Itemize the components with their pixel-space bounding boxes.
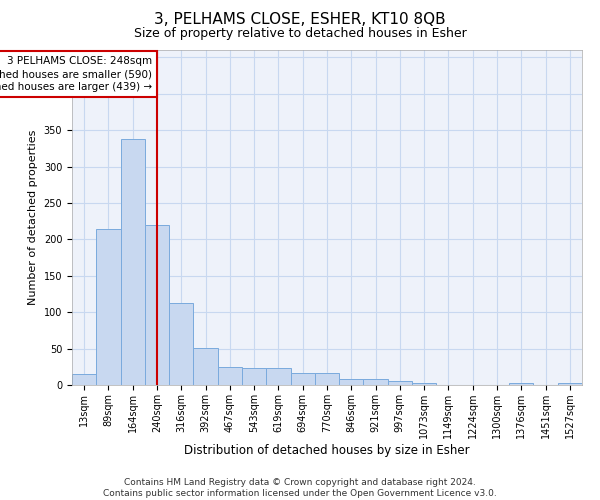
Bar <box>193 348 218 385</box>
Bar <box>364 379 388 385</box>
Bar <box>96 229 121 385</box>
Bar <box>509 383 533 385</box>
Text: Size of property relative to detached houses in Esher: Size of property relative to detached ho… <box>134 28 466 40</box>
X-axis label: Distribution of detached houses by size in Esher: Distribution of detached houses by size … <box>184 444 470 457</box>
Y-axis label: Number of detached properties: Number of detached properties <box>28 130 38 305</box>
Bar <box>339 379 364 385</box>
Bar <box>169 302 193 385</box>
Bar <box>121 139 145 385</box>
Text: Contains HM Land Registry data © Crown copyright and database right 2024.
Contai: Contains HM Land Registry data © Crown c… <box>103 478 497 498</box>
Bar <box>412 383 436 385</box>
Bar <box>218 367 242 385</box>
Bar <box>290 372 315 385</box>
Bar <box>388 382 412 385</box>
Bar <box>72 374 96 385</box>
Bar <box>315 374 339 385</box>
Bar <box>558 383 582 385</box>
Text: 3, PELHAMS CLOSE, ESHER, KT10 8QB: 3, PELHAMS CLOSE, ESHER, KT10 8QB <box>154 12 446 28</box>
Bar <box>242 368 266 385</box>
Text: 3 PELHAMS CLOSE: 248sqm
← 57% of detached houses are smaller (590)
43% of semi-d: 3 PELHAMS CLOSE: 248sqm ← 57% of detache… <box>0 56 152 92</box>
Bar <box>266 368 290 385</box>
Bar <box>145 225 169 385</box>
